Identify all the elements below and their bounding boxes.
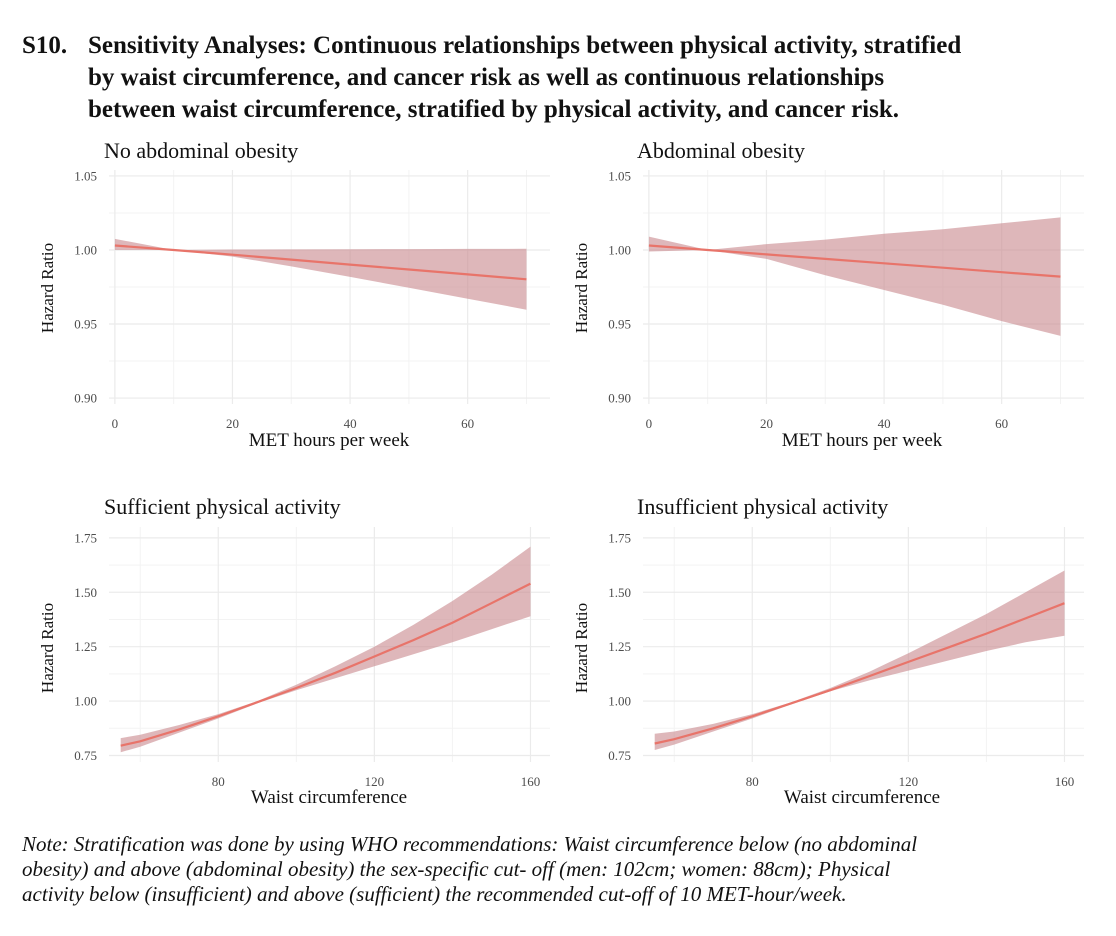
figure-note: Note: Stratification was done by using W…	[22, 832, 1112, 907]
x-tick-label: 120	[899, 774, 919, 789]
y-tick-label: 0.95	[74, 317, 97, 332]
x-tick-label: 40	[878, 416, 891, 431]
x-tick-label: 160	[521, 774, 541, 789]
x-tick-label: 80	[212, 774, 225, 789]
hazard-ratio-line	[648, 244, 1061, 278]
panel-1-chart: 0.90 0.95 1.00 1.05 0 20 40 60	[74, 168, 550, 431]
y-tick-label: 1.25	[608, 639, 631, 654]
title-line-1: Sensitivity Analyses: Continuous relatio…	[88, 32, 962, 59]
title-line-3: between waist circumference, stratified …	[88, 96, 899, 123]
hazard-ratio-line	[654, 602, 1065, 745]
x-tick-label: 60	[461, 416, 474, 431]
hazard-ratio-line	[114, 244, 527, 281]
x-tick-label: 60	[995, 416, 1008, 431]
panel-2-xlabel: MET hours per week	[781, 430, 943, 451]
panel-2-chart: 0.90 0.95 1.00 1.05 0 20 40 60	[608, 168, 1084, 431]
y-tick-label: 1.05	[74, 168, 97, 183]
hazard-ratio-line	[120, 582, 531, 747]
y-tick-label: 1.50	[608, 585, 631, 600]
panel-1-xlabel: MET hours per week	[248, 430, 410, 451]
figure-number: S10.	[22, 32, 68, 59]
confidence-band	[648, 217, 1061, 336]
note-line-1: Note: Stratification was done by using W…	[22, 832, 918, 856]
y-tick-label: 1.75	[608, 530, 631, 545]
panel-2-title: Abdominal obesity	[637, 138, 806, 163]
x-tick-label: 80	[746, 774, 759, 789]
y-tick-label: 0.95	[608, 317, 631, 332]
y-tick-label: 1.25	[74, 639, 97, 654]
y-tick-label: 1.00	[74, 242, 97, 257]
panel-1-title: No abdominal obesity	[104, 138, 299, 163]
confidence-band	[654, 570, 1065, 750]
panel-3-chart: 0.75 1.00 1.25 1.50 1.75 80 120 160	[74, 527, 550, 789]
panel-4-title: Insufficient physical activity	[637, 494, 889, 519]
y-tick-label: 1.00	[608, 242, 631, 257]
y-tick-label: 1.00	[608, 694, 631, 709]
x-tick-label: 20	[226, 416, 239, 431]
note-line-2: obesity) and above (abdominal obesity) t…	[22, 857, 891, 881]
confidence-band	[120, 546, 531, 753]
x-tick-label: 160	[1055, 774, 1075, 789]
title-line-2: by waist circumference, and cancer risk …	[88, 64, 885, 91]
y-tick-label: 0.75	[74, 748, 97, 763]
y-tick-label: 1.00	[74, 694, 97, 709]
panel-3-title: Sufficient physical activity	[104, 494, 341, 519]
x-tick-label: 0	[112, 416, 119, 431]
panel-4-chart: 0.75 1.00 1.25 1.50 1.75 80 120 160	[608, 527, 1084, 789]
panel-4-xlabel: Waist circumference	[783, 787, 941, 808]
y-tick-label: 0.75	[608, 748, 631, 763]
panel-3-xlabel: Waist circumference	[250, 787, 408, 808]
x-tick-label: 20	[760, 416, 773, 431]
y-tick-label: 1.75	[74, 530, 97, 545]
confidence-band	[114, 238, 527, 310]
y-tick-label: 1.05	[608, 168, 631, 183]
x-tick-label: 0	[646, 416, 653, 431]
note-line-3: activity below (insufficient) and above …	[22, 882, 847, 906]
y-tick-label: 0.90	[74, 391, 97, 406]
y-tick-label: 0.90	[608, 391, 631, 406]
x-tick-label: 120	[365, 774, 385, 789]
y-tick-label: 1.50	[74, 585, 97, 600]
x-tick-label: 40	[344, 416, 357, 431]
